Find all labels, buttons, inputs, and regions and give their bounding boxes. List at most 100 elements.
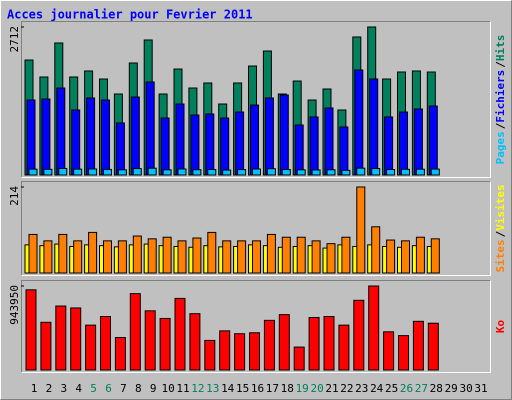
bar	[147, 167, 157, 176]
bar	[204, 339, 216, 371]
panel-bevel	[21, 280, 491, 373]
bar	[252, 168, 261, 176]
bar	[132, 168, 142, 176]
x-tick-label: 21	[325, 382, 338, 395]
bar	[222, 240, 232, 274]
bar	[324, 107, 334, 176]
bar	[207, 231, 217, 274]
bar	[58, 233, 68, 274]
bar	[354, 69, 364, 176]
bar	[413, 108, 423, 176]
bar	[73, 168, 83, 176]
bar	[356, 167, 366, 176]
legend-entry: Ko	[494, 320, 507, 334]
legend-entry: Pages	[494, 131, 507, 164]
x-tick-label: 14	[221, 382, 235, 395]
legend: Ko	[494, 320, 507, 334]
bar	[145, 81, 155, 176]
bar	[144, 310, 156, 371]
bar	[386, 169, 396, 176]
bar	[311, 169, 321, 176]
bar	[162, 236, 172, 274]
bar	[353, 299, 365, 371]
x-tick-label: 3	[60, 382, 67, 395]
bar	[192, 237, 202, 274]
bar	[266, 233, 276, 274]
bar	[281, 169, 291, 176]
bar	[341, 236, 351, 274]
bar	[174, 297, 186, 371]
x-tick-label: 2	[46, 382, 53, 395]
bar	[252, 240, 261, 274]
bar	[279, 94, 289, 176]
bar	[294, 124, 304, 176]
bar	[296, 236, 306, 274]
x-tick-label: 16	[251, 382, 264, 395]
bar	[249, 332, 260, 371]
x-tick-label: 18	[281, 382, 294, 395]
chart-title: Acces journalier pour Fevrier 2011	[7, 8, 253, 22]
legend-entry: Hits	[494, 35, 507, 62]
bar	[383, 331, 395, 371]
x-tick-label: 11	[176, 382, 189, 395]
x-tick-label: 29	[445, 382, 458, 395]
panel-bevel	[21, 181, 491, 276]
bar	[415, 236, 425, 274]
y-max-label: 2712	[8, 26, 21, 53]
bar	[43, 240, 53, 274]
bar	[399, 111, 408, 176]
bar	[147, 238, 157, 274]
bar	[162, 169, 172, 176]
bar	[192, 169, 202, 176]
bar	[26, 99, 36, 176]
bar	[384, 116, 394, 176]
bar	[371, 226, 381, 274]
bar	[326, 169, 336, 176]
bar	[339, 126, 349, 176]
bar	[40, 321, 52, 371]
legend-separator: /	[494, 230, 507, 237]
bar	[296, 169, 306, 176]
legend: Sites /Visites	[494, 184, 507, 272]
x-tick-label: 24	[370, 382, 384, 395]
bar	[25, 289, 37, 371]
bar	[189, 313, 201, 371]
y-max-label: 943950	[8, 285, 21, 325]
bar	[28, 168, 38, 176]
bar	[415, 168, 425, 176]
panel-bevel	[21, 21, 491, 178]
bar	[281, 236, 291, 274]
x-tick-label: 31	[474, 382, 487, 395]
bar	[115, 122, 125, 176]
legend-separator: /	[494, 61, 507, 68]
x-tick-label: 20	[310, 382, 323, 395]
y-max-label: 214	[8, 186, 21, 206]
bar	[235, 111, 245, 176]
bar	[88, 168, 98, 176]
x-tick-label: 9	[150, 382, 157, 395]
bar	[114, 337, 126, 371]
x-tick-label: 12	[191, 382, 204, 395]
bar	[70, 307, 82, 371]
bar	[177, 168, 187, 176]
bar	[237, 169, 247, 176]
legend-entry: Visites	[494, 184, 507, 230]
bar	[323, 316, 335, 371]
bar	[117, 240, 127, 274]
x-tick-label: 23	[355, 382, 368, 395]
bar	[220, 117, 230, 176]
bar	[428, 105, 438, 176]
bar	[58, 167, 68, 176]
x-tick-label: 27	[415, 382, 428, 395]
bar	[386, 239, 396, 274]
bar	[55, 305, 67, 371]
bar	[88, 231, 98, 274]
bar	[398, 335, 409, 371]
bar	[177, 240, 187, 274]
bar	[264, 97, 274, 176]
legend-entry: Sites	[494, 239, 507, 272]
x-tick-label: 7	[120, 382, 127, 395]
x-tick-label: 15	[236, 382, 249, 395]
bar	[427, 322, 439, 371]
